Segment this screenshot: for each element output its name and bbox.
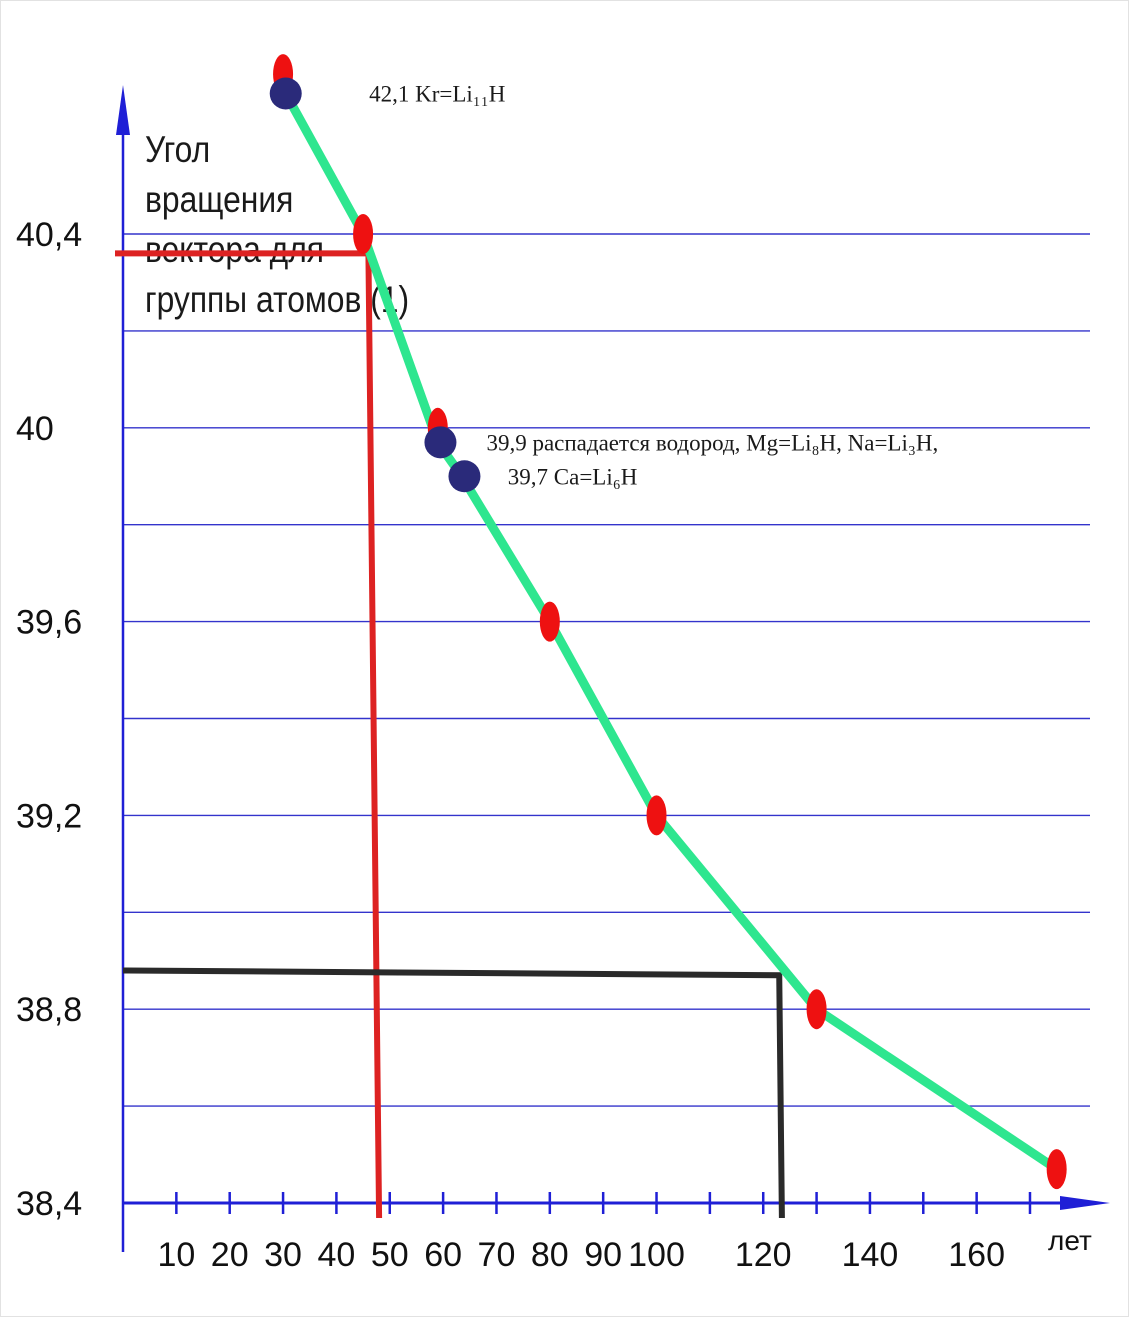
y-tick-label: 40,4 xyxy=(16,216,82,254)
red-data-point xyxy=(806,989,827,1030)
blue-data-point xyxy=(448,460,481,493)
x-tick-label: 100 xyxy=(628,1236,685,1274)
x-tick-label: 40 xyxy=(317,1236,355,1274)
annotations: 42,1 Kr=Li₁₁H 39,9 распадается водород, M… xyxy=(369,81,938,489)
x-tick-label: 70 xyxy=(478,1236,516,1274)
guide-line xyxy=(123,250,383,1219)
x-tick-label: 20 xyxy=(211,1236,249,1274)
x-tick-label: 80 xyxy=(531,1236,569,1274)
x-tick-label: 120 xyxy=(735,1236,792,1274)
x-tick-label: 50 xyxy=(371,1236,409,1274)
x-tick-labels: 10 20 30 40 50 60 70 80 90 100 120 140 160 xyxy=(157,1236,1005,1274)
x-axis-unit-label: лет xyxy=(1048,1225,1092,1256)
y-axis-arrow xyxy=(116,85,130,135)
blue-data-point xyxy=(269,77,302,110)
y-tick-label: 39,2 xyxy=(16,797,82,835)
point-annotation: 39,7 Ca=Li₆H xyxy=(508,464,638,489)
red-data-point xyxy=(539,601,560,642)
y-tick-label: 38,4 xyxy=(16,1185,82,1223)
y-tick-label: 38,8 xyxy=(16,991,82,1029)
y-axis-title-line: группы атомов (1) xyxy=(145,280,409,321)
point-annotation: 42,1 Kr=Li₁₁H xyxy=(369,81,505,106)
x-tick-label: 60 xyxy=(424,1236,462,1274)
data-points xyxy=(269,54,1067,1190)
red-data-point xyxy=(353,214,374,254)
y-tick-labels: 40,4 40 39,6 39,2 38,8 38,4 xyxy=(16,216,82,1223)
y-axis-title-line: вектора для xyxy=(145,230,324,271)
x-tick-label: 10 xyxy=(157,1236,195,1274)
x-tick-label: 90 xyxy=(584,1236,622,1274)
axes xyxy=(116,85,1110,1252)
y-axis-title-line: вращения xyxy=(145,180,293,221)
grid-lines xyxy=(123,233,1090,1107)
data-series xyxy=(278,84,1062,1174)
y-axis-title-line: Угол xyxy=(145,130,210,171)
red-data-point xyxy=(646,795,667,836)
guide-line xyxy=(122,967,785,1219)
y-tick-label: 40 xyxy=(16,410,54,448)
red-data-point xyxy=(1046,1149,1067,1190)
blue-data-point xyxy=(424,426,457,459)
series-line xyxy=(278,84,1062,1174)
point-annotation: 39,9 распадается водород, Mg=Li₈H, Na=Li… xyxy=(486,430,938,455)
guide-lines xyxy=(115,250,785,1219)
y-axis-title: Угол вращения вектора для группы атомов … xyxy=(145,130,409,321)
x-tick-label: 30 xyxy=(264,1236,302,1274)
x-axis-arrow xyxy=(1060,1196,1110,1210)
y-tick-label: 39,6 xyxy=(16,604,82,642)
x-tick-label: 140 xyxy=(842,1236,899,1274)
x-tick-label: 160 xyxy=(948,1236,1005,1274)
